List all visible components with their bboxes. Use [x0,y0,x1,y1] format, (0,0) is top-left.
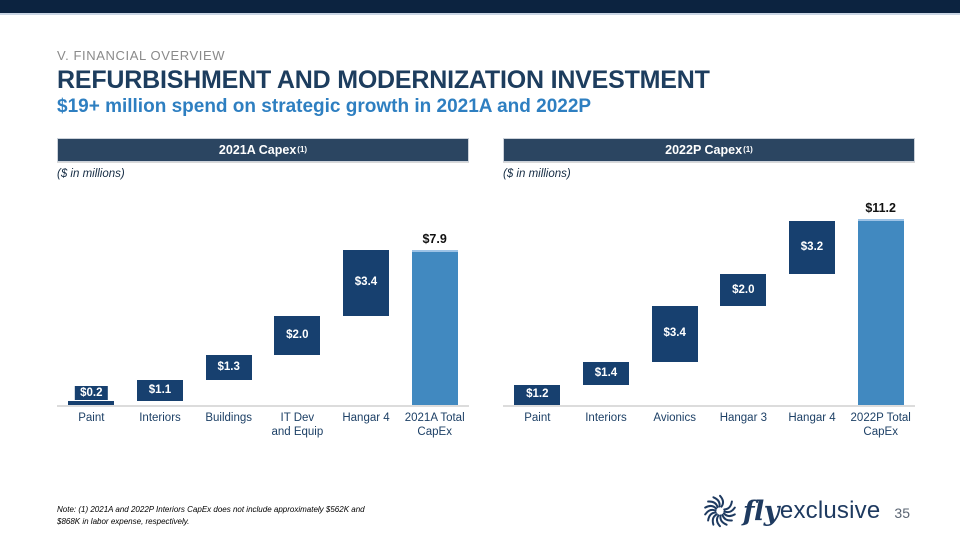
category-axis-2022p: Paint Interiors Avionics Hangar 3 Hangar 4 20… [503,411,915,440]
chart-header-2021a: 2021A Capex (1) [57,138,469,162]
waterfall-column: $3.4 [640,182,709,405]
waterfall-column: $1.4 [572,182,641,405]
chart-2021a-capex: 2021A Capex (1) ($ in millions) $0.2 $1.1 $… [57,138,469,440]
logo-text-exclusive: exclusive [779,497,881,524]
category-label: Hangar 3 [719,412,767,424]
waterfall-plot-2021a: $0.2 $1.1 $1.3 $2.0 $3.4 $7.9 [57,182,469,407]
waterfall-plot-2022p: $1.2 $1.4 $3.4 $2.0 $3.2 $11.2 [503,182,915,407]
slide-top-accent-bar [0,0,960,15]
chart-2022p-capex: 2022P Capex (1) ($ in millions) $1.2 $1.4 $… [503,138,915,440]
units-label: ($ in millions) [503,168,571,180]
segment-value-label: $2.0 [732,283,755,296]
category-label: Paint [524,412,551,424]
segment-value-label: $1.4 [594,367,618,380]
segment-value-label: $1.2 [526,388,549,401]
slide-header: V. FINANCIAL OVERVIEW REFURBISHMENT AND … [57,48,917,118]
category-label: Hangar 4 [342,412,390,424]
segment-bar [788,221,835,274]
category-label: Paint [78,412,105,424]
waterfall-column: $2.0 [709,182,778,405]
segment-value-label: $1.1 [148,383,172,396]
segment-bar [68,401,115,405]
footer-logo: fly exclusive 35 [701,492,910,530]
chart-header-label: 2022P Capex [665,143,743,157]
category-label: Hangar 4 [788,412,836,424]
segment-bar [720,273,767,307]
category-label: Buildings [205,412,253,424]
pinwheel-swirl-icon [704,494,736,528]
segment-value-label: $0.2 [75,386,108,401]
segment-bar [342,250,389,316]
chart-header-2022p: 2022P Capex (1) [503,138,915,162]
waterfall-column: $1.3 [194,182,263,405]
page-subtitle: $19+ million spend on strategic growth i… [57,96,592,117]
logo-text-fly: fly [742,495,780,527]
waterfall-column: $0.2 [57,182,126,405]
category-label: 2022P Total CapEx [850,412,911,439]
category-label: Avionics [653,412,696,424]
footnote-line: Note: (1) 2021A and 2022P Interiors CapE… [57,505,365,514]
segment-bar [651,306,698,363]
waterfall-column: $3.4 [332,182,401,405]
page-title: REFURBISHMENT AND MODERNIZATION INVESTME… [57,66,710,94]
waterfall-column: $1.2 [503,182,572,405]
category-label: Interiors [139,412,181,424]
segment-value-label: $3.4 [663,327,686,340]
category-label: Interiors [585,412,627,424]
total-value-label: $7.9 [422,232,447,246]
segment-bar [274,315,321,355]
total-value-label: $11.2 [865,201,896,215]
units-label: ($ in millions) [57,168,125,180]
waterfall-column: $7.9 [400,182,469,405]
page-number: 35 [894,505,910,521]
waterfall-column: $2.0 [263,182,332,405]
segment-bar [136,379,183,402]
category-label: IT Dev and Equip [271,412,324,439]
waterfall-column: $1.1 [126,182,195,405]
waterfall-column: $11.2 [846,182,915,405]
chart-header-label: 2021A Capex [218,143,297,157]
footnote-line: $868K in labor expense, respectively. [57,517,190,526]
segment-bar [582,362,629,386]
section-label: V. FINANCIAL OVERVIEW [57,48,226,63]
segment-value-label: $1.3 [217,360,240,373]
total-bar [411,250,458,405]
segment-bar [514,385,561,405]
total-bar [857,219,904,405]
segment-value-label: $2.0 [286,328,309,341]
segment-value-label: $3.2 [800,241,824,254]
footnote: Note: (1) 2021A and 2022P Interiors CapE… [57,504,457,528]
category-axis-2021a: Paint Interiors Buildings IT Dev and Equip H… [57,411,469,440]
segment-value-label: $3.4 [354,276,378,289]
category-label: 2021A Total CapEx [404,412,465,439]
waterfall-column: $3.2 [778,182,847,405]
segment-bar [205,354,252,380]
